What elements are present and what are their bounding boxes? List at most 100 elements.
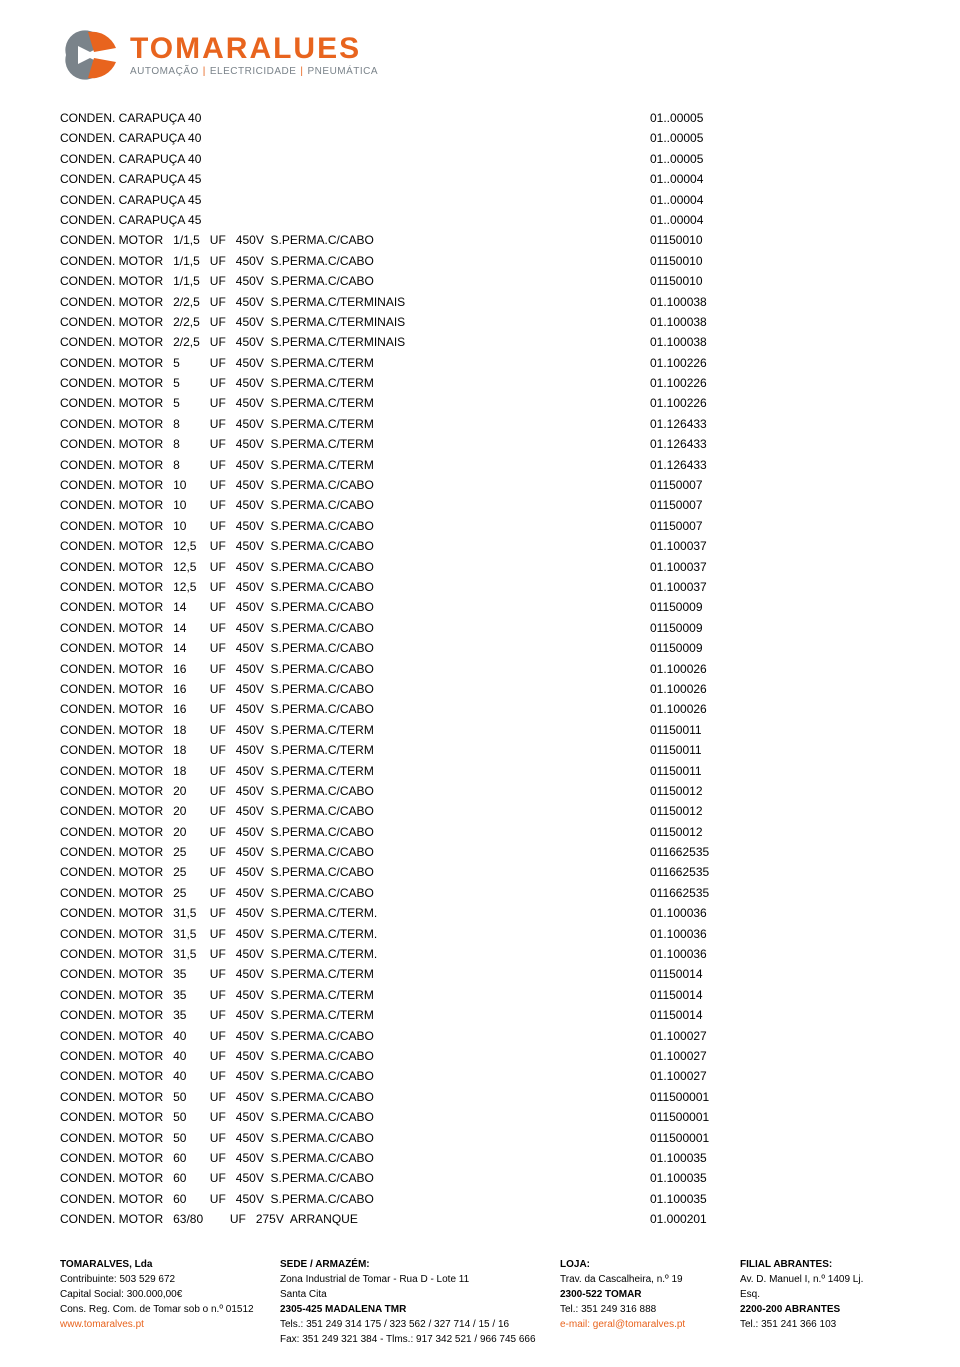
product-code: 01.100036 [650,944,800,964]
product-description: CONDEN. MOTOR 1/1,5 UF 450V S.PERMA.C/CA… [60,230,650,250]
product-code: 01150009 [650,638,800,658]
product-description: CONDEN. CARAPUÇA 40 [60,108,650,128]
footer-line: 2300-522 TOMAR [560,1287,730,1302]
table-row: CONDEN. MOTOR 5 UF 450V S.PERMA.C/TERM01… [60,373,900,393]
footer-line: Tel.: 351 241 366 103 [740,1317,900,1332]
footer-line: 2305-425 MADALENA TMR [280,1302,550,1317]
product-code: 01..00005 [650,149,800,169]
table-row: CONDEN. MOTOR 14 UF 450V S.PERMA.C/CABO0… [60,638,900,658]
footer-company: TOMARALVES, Lda Contribuinte: 503 529 67… [60,1257,270,1347]
table-row: CONDEN. MOTOR 10 UF 450V S.PERMA.C/CABO0… [60,495,900,515]
table-row: CONDEN. MOTOR 20 UF 450V S.PERMA.C/CABO0… [60,781,900,801]
table-row: CONDEN. CARAPUÇA 4001..00005 [60,149,900,169]
table-row: CONDEN. MOTOR 16 UF 450V S.PERMA.C/CABO0… [60,659,900,679]
footer-line: Tel.: 351 249 316 888 [560,1302,730,1317]
table-row: CONDEN. MOTOR 25 UF 450V S.PERMA.C/CABO0… [60,842,900,862]
product-description: CONDEN. MOTOR 40 UF 450V S.PERMA.C/CABO [60,1046,650,1066]
product-code: 01.100037 [650,536,800,556]
table-row: CONDEN. MOTOR 40 UF 450V S.PERMA.C/CABO0… [60,1026,900,1046]
table-row: CONDEN. CARAPUÇA 4501..00004 [60,169,900,189]
product-description: CONDEN. MOTOR 1/1,5 UF 450V S.PERMA.C/CA… [60,251,650,271]
product-description: CONDEN. MOTOR 10 UF 450V S.PERMA.C/CABO [60,495,650,515]
table-row: CONDEN. MOTOR 16 UF 450V S.PERMA.C/CABO0… [60,679,900,699]
table-row: CONDEN. MOTOR 14 UF 450V S.PERMA.C/CABO0… [60,597,900,617]
table-row: CONDEN. MOTOR 63/80 UF 275V ARRANQUE01.0… [60,1209,900,1229]
footer-line: Esq. [740,1287,900,1302]
product-description: CONDEN. MOTOR 25 UF 450V S.PERMA.C/CABO [60,883,650,903]
product-code: 01150007 [650,475,800,495]
product-description: CONDEN. CARAPUÇA 40 [60,149,650,169]
table-row: CONDEN. MOTOR 50 UF 450V S.PERMA.C/CABO0… [60,1087,900,1107]
product-code: 01..00004 [650,169,800,189]
footer-line: Santa Cita [280,1287,550,1302]
table-row: CONDEN. MOTOR 1/1,5 UF 450V S.PERMA.C/CA… [60,271,900,291]
footer-line: Av. D. Manuel I, n.º 1409 Lj. [740,1272,900,1287]
product-code: 01..00005 [650,108,800,128]
product-description: CONDEN. MOTOR 10 UF 450V S.PERMA.C/CABO [60,516,650,536]
table-row: CONDEN. MOTOR 14 UF 450V S.PERMA.C/CABO0… [60,618,900,638]
product-code: 01..00004 [650,210,800,230]
table-row: CONDEN. MOTOR 2/2,5 UF 450V S.PERMA.C/TE… [60,332,900,352]
product-code: 01.100038 [650,332,800,352]
product-description: CONDEN. MOTOR 10 UF 450V S.PERMA.C/CABO [60,475,650,495]
product-description: CONDEN. MOTOR 14 UF 450V S.PERMA.C/CABO [60,638,650,658]
table-row: CONDEN. MOTOR 60 UF 450V S.PERMA.C/CABO0… [60,1168,900,1188]
brand-tagline: AUTOMAÇÃO|ELECTRICIDADE|PNEUMÁTICA [130,66,378,77]
table-row: CONDEN. MOTOR 25 UF 450V S.PERMA.C/CABO0… [60,862,900,882]
tag-sep: | [203,66,206,77]
tag-sep: | [300,66,303,77]
product-code: 01.100026 [650,659,800,679]
product-code: 01150009 [650,618,800,638]
table-row: CONDEN. MOTOR 2/2,5 UF 450V S.PERMA.C/TE… [60,292,900,312]
product-description: CONDEN. MOTOR 35 UF 450V S.PERMA.C/TERM [60,1005,650,1025]
table-row: CONDEN. MOTOR 10 UF 450V S.PERMA.C/CABO0… [60,475,900,495]
product-code: 01150010 [650,230,800,250]
footer-line: Contribuinte: 503 529 672 [60,1272,270,1287]
table-row: CONDEN. CARAPUÇA 4501..00004 [60,190,900,210]
table-row: CONDEN. MOTOR 35 UF 450V S.PERMA.C/TERM0… [60,964,900,984]
product-description: CONDEN. MOTOR 63/80 UF 275V ARRANQUE [60,1209,650,1229]
product-code: 01.100036 [650,903,800,923]
product-code: 011662535 [650,842,800,862]
product-code: 01150014 [650,964,800,984]
table-row: CONDEN. CARAPUÇA 4001..00005 [60,108,900,128]
product-code: 011662535 [650,862,800,882]
product-description: CONDEN. MOTOR 12,5 UF 450V S.PERMA.C/CAB… [60,577,650,597]
product-description: CONDEN. MOTOR 18 UF 450V S.PERMA.C/TERM [60,740,650,760]
table-row: CONDEN. MOTOR 60 UF 450V S.PERMA.C/CABO0… [60,1189,900,1209]
product-description: CONDEN. MOTOR 12,5 UF 450V S.PERMA.C/CAB… [60,536,650,556]
product-code: 01150014 [650,1005,800,1025]
product-code: 01.126433 [650,414,800,434]
table-row: CONDEN. MOTOR 50 UF 450V S.PERMA.C/CABO0… [60,1107,900,1127]
product-code: 01150011 [650,761,800,781]
product-code: 01..00004 [650,190,800,210]
table-row: CONDEN. MOTOR 10 UF 450V S.PERMA.C/CABO0… [60,516,900,536]
footer-store-title: LOJA: [560,1257,730,1272]
product-description: CONDEN. MOTOR 5 UF 450V S.PERMA.C/TERM [60,373,650,393]
table-row: CONDEN. MOTOR 5 UF 450V S.PERMA.C/TERM01… [60,353,900,373]
product-code: 01.100027 [650,1066,800,1086]
tag-2: ELECTRICIDADE [210,66,297,77]
product-code: 01150007 [650,516,800,536]
footer-hq-title: SEDE / ARMAZÉM: [280,1257,550,1272]
product-description: CONDEN. MOTOR 25 UF 450V S.PERMA.C/CABO [60,862,650,882]
footer-line: Tels.: 351 249 314 175 / 323 562 / 327 7… [280,1317,550,1332]
table-row: CONDEN. MOTOR 5 UF 450V S.PERMA.C/TERM01… [60,393,900,413]
product-description: CONDEN. MOTOR 20 UF 450V S.PERMA.C/CABO [60,801,650,821]
table-row: CONDEN. MOTOR 8 UF 450V S.PERMA.C/TERM01… [60,455,900,475]
footer-line: 2200-200 ABRANTES [740,1302,900,1317]
footer-line: Trav. da Cascalheira, n.º 19 [560,1272,730,1287]
product-code: 01.100027 [650,1026,800,1046]
tag-1: AUTOMAÇÃO [130,66,199,77]
table-row: CONDEN. MOTOR 35 UF 450V S.PERMA.C/TERM0… [60,985,900,1005]
product-description: CONDEN. CARAPUÇA 45 [60,210,650,230]
product-description: CONDEN. MOTOR 50 UF 450V S.PERMA.C/CABO [60,1087,650,1107]
table-row: CONDEN. MOTOR 18 UF 450V S.PERMA.C/TERM0… [60,761,900,781]
product-code: 01.100036 [650,924,800,944]
product-description: CONDEN. MOTOR 20 UF 450V S.PERMA.C/CABO [60,781,650,801]
table-row: CONDEN. MOTOR 2/2,5 UF 450V S.PERMA.C/TE… [60,312,900,332]
product-description: CONDEN. CARAPUÇA 45 [60,190,650,210]
product-code: 01.100026 [650,699,800,719]
table-row: CONDEN. MOTOR 18 UF 450V S.PERMA.C/TERM0… [60,720,900,740]
product-description: CONDEN. MOTOR 14 UF 450V S.PERMA.C/CABO [60,618,650,638]
